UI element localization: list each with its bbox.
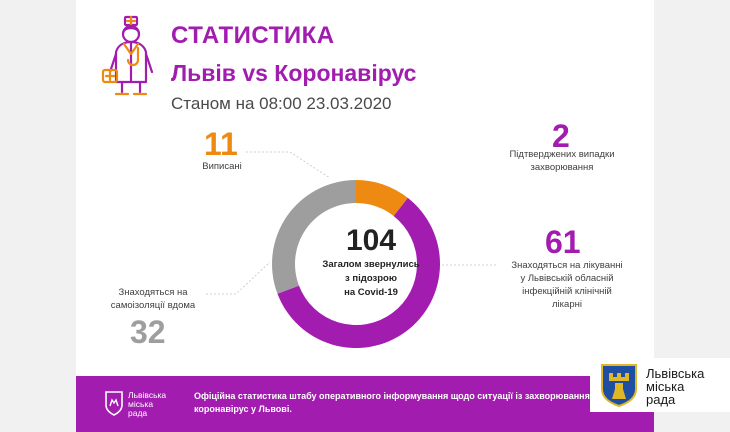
donut-chart: [272, 180, 440, 348]
isolation-label-line1: Знаходяться на: [118, 287, 188, 298]
discharged-label: Виписані: [202, 161, 242, 172]
city-crest-icon: [105, 391, 123, 416]
isolation-value: 32: [130, 314, 166, 350]
infographic-card: [76, 0, 654, 432]
treated-label-line2: у Львівській обласній: [520, 273, 614, 284]
doctor-illustration-icon: [101, 15, 154, 96]
logo-text-line2: міська: [646, 379, 685, 394]
confirmed-label: Підтверджених випадки захворювання: [492, 148, 632, 174]
confirmed-label-line1: Підтверджених випадки: [509, 149, 615, 160]
report-date: Станом на 08:00 23.03.2020: [171, 94, 392, 113]
footer-brand-line1: Львівська: [128, 390, 167, 400]
confirmed-label-line2: захворювання: [530, 162, 594, 173]
connector-isolation: [206, 261, 271, 295]
footer-text: Офіційна статистика штабу оперативного і…: [194, 391, 610, 414]
logo-text: Львівська міська рада: [646, 367, 704, 406]
total-center: 104 Загалом звернулись з підозрою на Cov…: [296, 226, 446, 300]
footer-brand: Львівська міська рада: [128, 391, 166, 418]
donut-segment-treated: [277, 197, 440, 348]
total-label-line1: Загалом звернулись: [322, 259, 420, 270]
donut-segment-isolation: [272, 180, 356, 294]
connector-discharged: [246, 151, 331, 179]
page-title: СТАТИСТИКА: [171, 22, 335, 49]
logo-text-line3: рада: [646, 392, 676, 407]
total-label: Загалом звернулись з підозрою на Covid-1…: [296, 258, 446, 300]
logo-text-line1: Львівська: [646, 366, 705, 381]
footer-brand-line2: міська: [128, 399, 154, 409]
treated-label: Знаходяться на лікуванні у Львівській об…: [495, 259, 639, 311]
isolation-label-line2: самоізоляції вдома: [110, 300, 196, 311]
total-label-line2: з підозрою: [345, 273, 397, 284]
treated-value: 61: [545, 224, 581, 260]
confirmed-value: 2: [552, 118, 570, 154]
isolation-label: Знаходяться на самоізоляції вдома: [94, 286, 212, 312]
total-label-line3: на Covid-19: [344, 287, 398, 298]
total-value: 104: [345, 224, 397, 257]
footer-brand-line3: рада: [128, 408, 148, 418]
treated-label-line4: лікарні: [552, 299, 582, 310]
page-subtitle: Львів vs Коронавірус: [171, 60, 417, 86]
city-council-logo: Львівська міська рада: [590, 358, 730, 412]
lviv-coat-of-arms-icon: [601, 364, 637, 407]
donut-segment-discharged: [356, 180, 408, 216]
discharged-value: 11: [204, 126, 238, 162]
treated-label-line3: інфекційній клінічній: [522, 286, 612, 297]
treated-label-line1: Знаходяться на лікуванні: [511, 260, 623, 271]
footer-bar: Львівська міська рада Офіційна статистик…: [76, 376, 654, 432]
